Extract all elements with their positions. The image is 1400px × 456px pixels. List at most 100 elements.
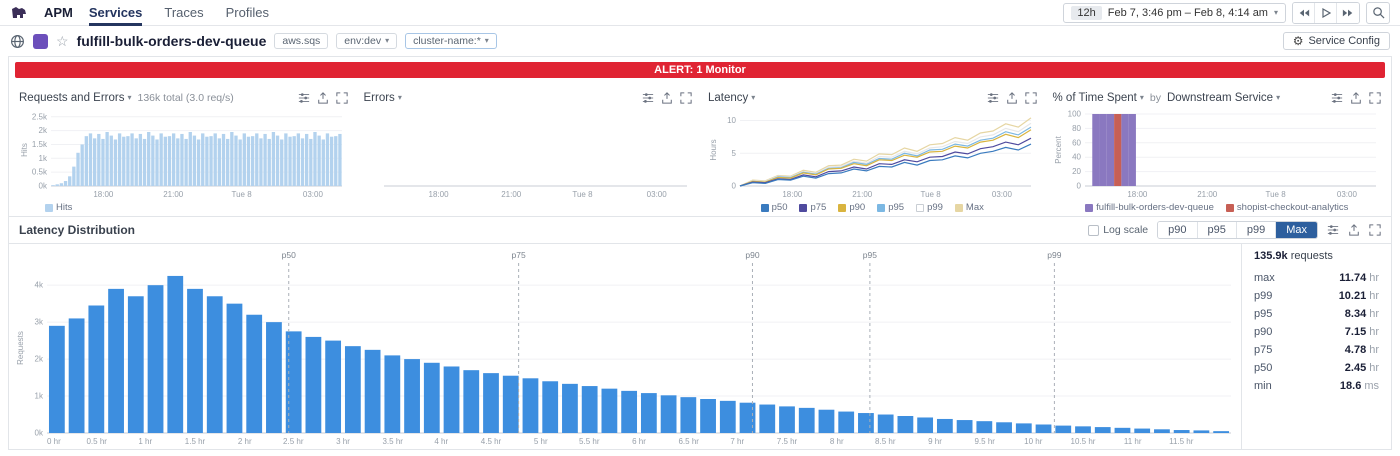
stat-row-p99[interactable]: p99 10.21 hr	[1254, 287, 1379, 305]
globe-icon	[11, 34, 24, 48]
latency-plot[interactable]: 0 5 10 Hours 18:00 21:00 Tue 8 03:00	[708, 108, 1037, 200]
svg-text:21:00: 21:00	[501, 190, 522, 199]
requests-errors-title: Requests and Errors	[19, 92, 125, 104]
toggle-p99[interactable]: p99	[1236, 222, 1277, 238]
latency-distribution-plot[interactable]: 0k 1k 2k 3k 4k Requests 0 hr 0.5 hr 1 hr 1.5 hr 2 …	[15, 247, 1237, 447]
step-backward-button[interactable]	[1293, 2, 1315, 23]
stat-label: min	[1254, 380, 1272, 392]
chevron-down-icon: ▾	[751, 93, 756, 102]
stat-unit: hr	[1369, 344, 1379, 356]
stat-value: 4.78	[1344, 344, 1367, 356]
log-scale-toggle[interactable]: Log scale	[1088, 224, 1148, 236]
chart-settings-icon	[298, 93, 309, 103]
service-config-button[interactable]: ⚙ Service Config	[1282, 32, 1390, 50]
fullscreen-button[interactable]	[1369, 92, 1381, 104]
errors-title-dropdown[interactable]: Errors ▾	[364, 92, 402, 104]
legend-item-shopist-checkout-analytics[interactable]: shopist-checkout-analytics	[1225, 202, 1348, 213]
svg-text:4 hr: 4 hr	[434, 437, 448, 446]
svg-text:Tue 8: Tue 8	[921, 190, 942, 199]
time-spent-title-dropdown[interactable]: % of Time Spent ▾	[1053, 92, 1144, 104]
datadog-logo[interactable]	[10, 5, 28, 21]
chart-settings-button[interactable]	[987, 92, 999, 104]
legend-item-p50[interactable]: p50	[760, 202, 787, 213]
export-button[interactable]	[661, 92, 673, 104]
log-scale-checkbox[interactable]	[1088, 224, 1100, 236]
time-spent-header: % of Time Spent ▾ by Downstream Service …	[1053, 88, 1382, 108]
step-forward-button[interactable]	[1337, 2, 1359, 23]
svg-text:11 hr: 11 hr	[1124, 437, 1142, 446]
svg-text:5 hr: 5 hr	[534, 437, 548, 446]
time-range-picker[interactable]: 12h Feb 7, 3:46 pm – Feb 8, 4:14 am ▾	[1063, 2, 1286, 23]
svg-text:0k: 0k	[35, 429, 44, 438]
stat-row-max[interactable]: max 11.74 hr	[1254, 269, 1379, 287]
legend-item-p95[interactable]: p95	[877, 202, 904, 213]
legend-item-p99[interactable]: p99	[916, 202, 943, 213]
zoom-button[interactable]	[1366, 1, 1390, 24]
time-spent-plot[interactable]: 0 20 40 60 80 100 Percent 18:00 21:00 Tue 8 03:00	[1053, 108, 1382, 200]
svg-text:2.5 hr: 2.5 hr	[283, 437, 304, 446]
export-button[interactable]	[1348, 224, 1360, 236]
favorite-star-icon[interactable]: ☆	[56, 33, 69, 49]
svg-text:9 hr: 9 hr	[928, 437, 942, 446]
env-filter-dropdown[interactable]: env:dev ▾	[336, 33, 398, 49]
by-label: by	[1149, 92, 1161, 104]
group-by-dropdown[interactable]: Downstream Service ▾	[1167, 92, 1280, 104]
legend-item-Hits[interactable]: Hits	[45, 202, 72, 213]
svg-text:0: 0	[1076, 182, 1081, 191]
toggle-p90[interactable]: p90	[1158, 222, 1198, 238]
charts-row: Requests and Errors ▾ 136k total (3.0 re…	[9, 83, 1391, 217]
stat-row-p95[interactable]: p95 8.34 hr	[1254, 305, 1379, 323]
svg-text:10: 10	[727, 116, 736, 125]
time-preset-chip[interactable]: 12h	[1071, 5, 1102, 20]
tab-traces[interactable]: Traces	[164, 5, 204, 20]
fullscreen-icon	[680, 92, 692, 104]
svg-text:6 hr: 6 hr	[632, 437, 646, 446]
chart-settings-button[interactable]	[1327, 224, 1339, 236]
errors-plot[interactable]: 18:00 21:00 Tue 8 03:00	[364, 108, 693, 200]
alert-banner[interactable]: ALERT: 1 Monitor	[15, 62, 1385, 78]
chart-settings-button[interactable]	[298, 92, 310, 104]
legend-item-p90[interactable]: p90	[838, 202, 865, 213]
stat-unit: hr	[1369, 308, 1379, 320]
cluster-filter-dropdown[interactable]: cluster-name:* ▾	[405, 33, 497, 49]
service-tag-aws-sqs[interactable]: aws.sqs	[274, 33, 329, 49]
fullscreen-button[interactable]	[1024, 92, 1037, 104]
toggle-max[interactable]: Max	[1276, 222, 1317, 238]
fullscreen-button[interactable]	[335, 92, 348, 104]
export-button[interactable]	[317, 92, 329, 104]
stat-row-p75[interactable]: p75 4.78 hr	[1254, 341, 1379, 359]
requests-errors-plot[interactable]: 0k 0.5k 1k 1.5k 2k 2.5k Hits 18:00 21:00 Tue 8 03:…	[19, 108, 348, 200]
stat-row-min[interactable]: min 18.6 ms	[1254, 377, 1379, 395]
fullscreen-button[interactable]	[680, 92, 692, 104]
stat-row-p90[interactable]: p90 7.15 hr	[1254, 323, 1379, 341]
nav-product-apm[interactable]: APM	[44, 5, 73, 20]
legend-item-fulfill-bulk-orders-dev-queue[interactable]: fulfill-bulk-orders-dev-queue	[1085, 202, 1214, 213]
svg-text:100: 100	[1067, 110, 1081, 119]
export-icon	[317, 92, 328, 104]
tab-profiles[interactable]: Profiles	[225, 5, 269, 20]
time-range-text: Feb 7, 3:46 pm – Feb 8, 4:14 am	[1107, 6, 1268, 19]
errors-legend	[364, 200, 693, 215]
play-button[interactable]	[1315, 2, 1337, 23]
svg-text:Percent: Percent	[1054, 135, 1063, 163]
gear-icon: ⚙	[1292, 34, 1304, 48]
stat-value: 18.6	[1339, 380, 1362, 392]
fullscreen-button[interactable]	[1369, 224, 1381, 236]
step-backward-icon	[1299, 9, 1309, 16]
svg-text:7 hr: 7 hr	[730, 437, 744, 446]
chart-settings-button[interactable]	[1331, 92, 1343, 104]
latency-title-dropdown[interactable]: Latency ▾	[708, 92, 755, 104]
legend-item-p75[interactable]: p75	[799, 202, 826, 213]
export-button[interactable]	[1006, 92, 1018, 104]
stat-row-p50[interactable]: p50 2.45 hr	[1254, 359, 1379, 377]
stat-unit: hr	[1369, 362, 1379, 374]
tab-services[interactable]: Services	[89, 0, 143, 26]
requests-errors-title-dropdown[interactable]: Requests and Errors ▾	[19, 92, 131, 104]
latency-distribution-title: Latency Distribution	[19, 223, 136, 237]
legend-item-Max[interactable]: Max	[954, 202, 984, 213]
toggle-p95[interactable]: p95	[1197, 222, 1237, 238]
export-button[interactable]	[1350, 92, 1362, 104]
chart-settings-button[interactable]	[642, 92, 654, 104]
svg-text:Requests: Requests	[16, 331, 25, 365]
group-by-label: Downstream Service	[1166, 92, 1274, 104]
